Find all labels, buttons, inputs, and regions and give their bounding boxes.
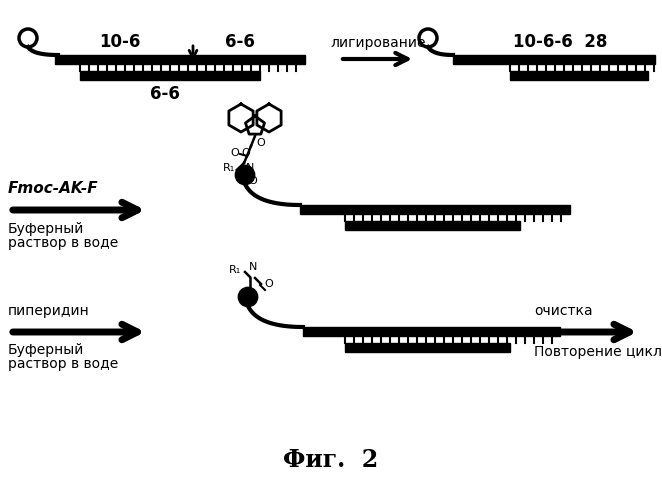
Text: очистка: очистка — [534, 304, 592, 318]
Text: O: O — [248, 176, 257, 186]
Text: 6-6: 6-6 — [150, 85, 180, 103]
Bar — [80, 71, 260, 80]
Bar — [453, 55, 655, 64]
Text: Fmoc-AK-F: Fmoc-AK-F — [8, 181, 99, 196]
Text: Буферный: Буферный — [8, 222, 84, 236]
Bar — [300, 205, 570, 214]
Text: O: O — [256, 138, 265, 148]
Text: R₁: R₁ — [229, 265, 241, 275]
Bar — [55, 55, 305, 64]
Text: Фиг.  2: Фиг. 2 — [283, 448, 379, 472]
Bar — [345, 343, 510, 352]
Bar — [510, 71, 648, 80]
Text: N: N — [249, 262, 258, 272]
Text: Буферный: Буферный — [8, 343, 84, 357]
Text: раствор в воде: раствор в воде — [8, 236, 118, 250]
Circle shape — [236, 166, 254, 184]
Bar — [345, 221, 520, 230]
Text: R₁: R₁ — [222, 163, 235, 173]
Text: 10-6: 10-6 — [99, 33, 141, 51]
Text: O: O — [230, 148, 239, 158]
Text: 10-6-6  28: 10-6-6 28 — [513, 33, 607, 51]
Bar — [303, 327, 560, 336]
Text: 6-6: 6-6 — [225, 33, 255, 51]
Text: раствор в воде: раствор в воде — [8, 357, 118, 371]
Text: лигирование: лигирование — [330, 36, 426, 50]
Text: O: O — [264, 279, 273, 289]
Text: пиперидин: пиперидин — [8, 304, 90, 318]
Text: O: O — [241, 148, 250, 158]
Text: N: N — [246, 163, 254, 173]
Circle shape — [239, 288, 257, 306]
Text: Повторение цикла: Повторение цикла — [534, 345, 662, 359]
